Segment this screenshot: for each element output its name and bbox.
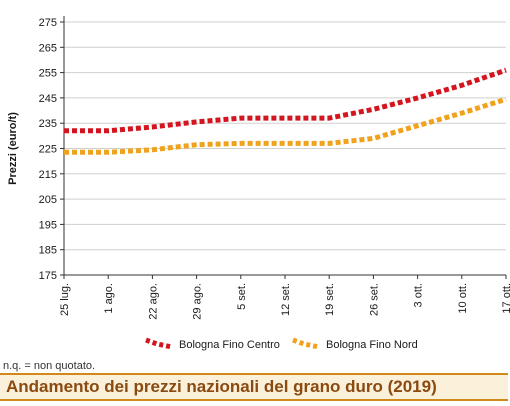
axes bbox=[63, 16, 506, 276]
x-tick-label: 12 set. bbox=[280, 283, 292, 316]
legend-label: Bologna Fino Nord bbox=[326, 339, 418, 351]
legend-label: Bologna Fino Centro bbox=[179, 339, 280, 351]
y-tick-label: 195 bbox=[39, 219, 57, 231]
line-chart: 175 185 195 205 215 225 235 245 255 265 275 25 lug… bbox=[7, 16, 510, 351]
y-tick-label: 245 bbox=[39, 93, 57, 105]
y-tick-label: 185 bbox=[39, 245, 57, 257]
y-tick-label: 175 bbox=[39, 270, 57, 282]
y-axis-ticks: 175 185 195 205 215 225 235 245 255 265 275 bbox=[39, 17, 64, 282]
x-tick-label: 22 ago. bbox=[147, 283, 159, 320]
x-tick-label: 1 ago. bbox=[103, 283, 115, 314]
y-axis-title: Prezzi (euro/t) bbox=[7, 112, 19, 185]
x-axis-ticks: 25 lug. 1 ago. 22 ago. 29 ago. 5 set. 12 set.… bbox=[59, 275, 510, 320]
x-tick-label: 25 lug. bbox=[59, 283, 71, 316]
y-tick-label: 255 bbox=[39, 68, 57, 80]
x-tick-label: 5 set. bbox=[236, 283, 248, 310]
series-line bbox=[64, 96, 507, 155]
legend-swatch bbox=[145, 337, 173, 350]
y-tick-label: 225 bbox=[39, 144, 57, 156]
x-tick-label: 29 ago. bbox=[192, 283, 204, 320]
legend: Bologna Fino Centro Bologna Fino Nord bbox=[145, 337, 418, 351]
y-tick-label: 215 bbox=[39, 169, 57, 181]
chart-title: Andamento dei prezzi nazionali del grano… bbox=[6, 377, 437, 396]
series-lines bbox=[64, 67, 507, 155]
x-tick-label: 19 set. bbox=[324, 283, 336, 316]
y-tick-label: 235 bbox=[39, 118, 57, 130]
x-tick-label: 3 ott. bbox=[413, 283, 425, 307]
legend-swatch bbox=[292, 337, 320, 350]
x-tick-label: 26 set. bbox=[368, 283, 380, 316]
y-tick-label: 205 bbox=[39, 194, 57, 206]
y-tick-label: 265 bbox=[39, 42, 57, 54]
footnote: n.q. = non quotato. bbox=[3, 360, 96, 372]
x-tick-label: 17 ott. bbox=[501, 283, 510, 314]
title-bar: Andamento dei prezzi nazionali del grano… bbox=[0, 373, 508, 401]
grid-lines bbox=[64, 21, 506, 251]
y-tick-label: 275 bbox=[39, 17, 57, 29]
x-tick-label: 10 ott. bbox=[457, 283, 469, 314]
series-line bbox=[64, 67, 507, 134]
